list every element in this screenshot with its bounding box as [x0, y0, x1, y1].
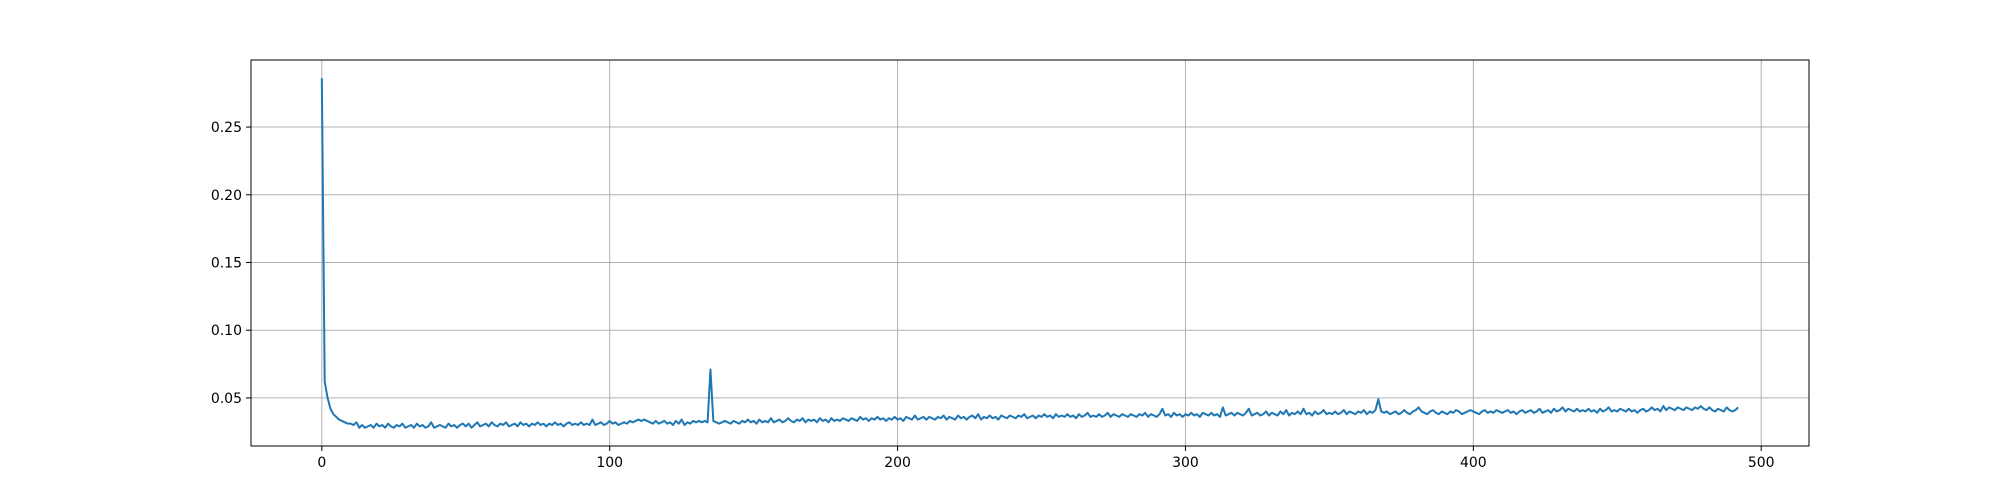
data-line: [320, 78, 1739, 429]
x-tick-label: 500: [1748, 455, 1775, 471]
y-tick-label: 0.05: [211, 391, 242, 407]
x-tick-label: 400: [1460, 455, 1487, 471]
x-tick-label: 300: [1172, 455, 1199, 471]
y-tick-label: 0.15: [211, 255, 242, 271]
plot-frame: [250, 59, 1810, 447]
y-tick-label: 0.20: [211, 188, 242, 204]
x-tick-label: 100: [596, 455, 623, 471]
x-tick-label: 200: [884, 455, 911, 471]
y-tick-label: 0.25: [211, 120, 242, 136]
x-tick-label: 0: [317, 455, 326, 471]
y-tick-label: 0.10: [211, 323, 242, 339]
